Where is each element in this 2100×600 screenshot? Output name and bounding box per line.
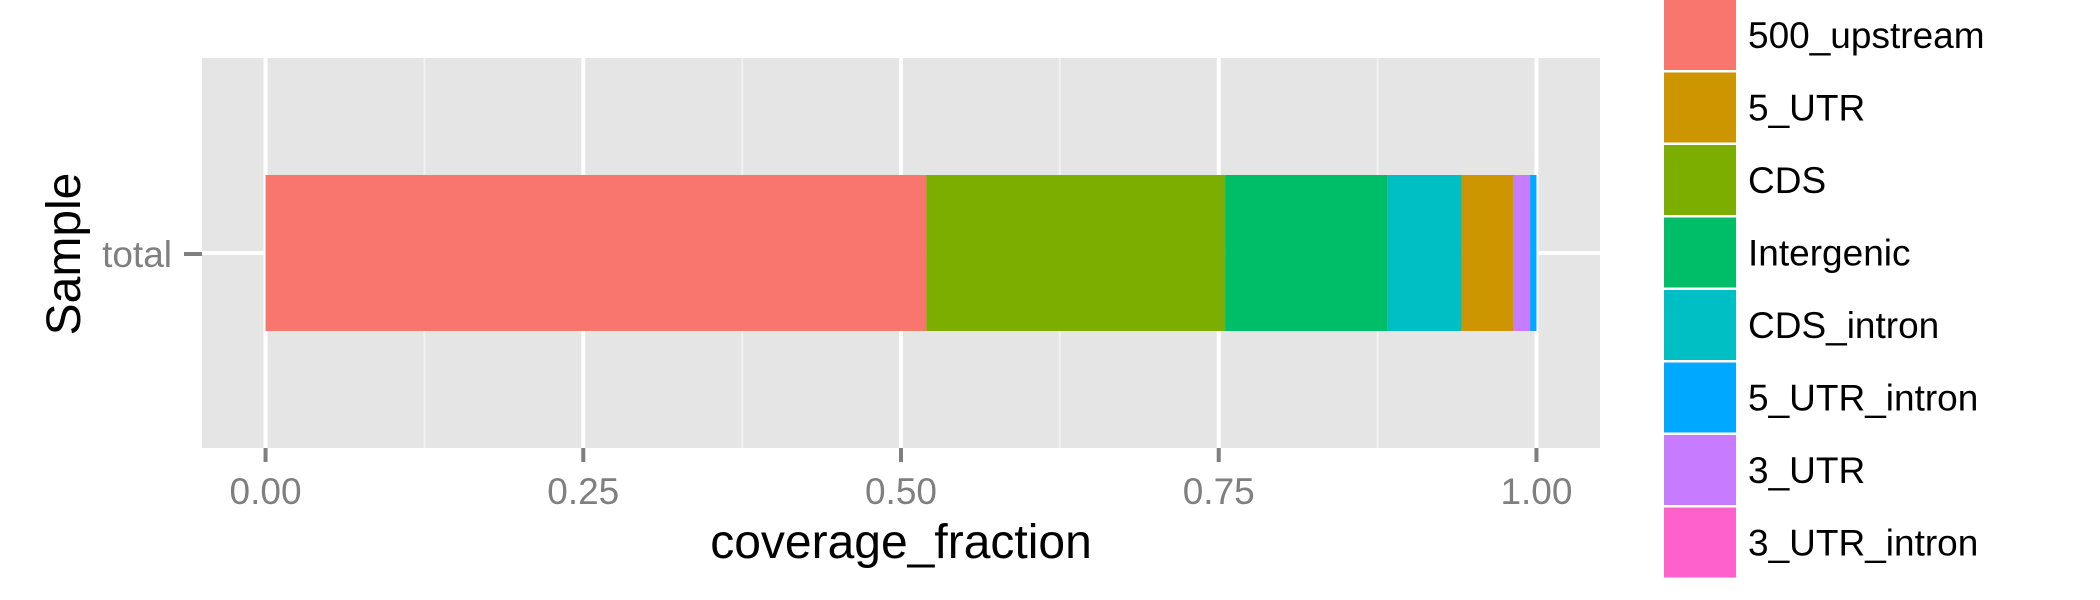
bar-segment-cds [926, 175, 1226, 331]
legend-label: 3_UTR [1748, 450, 1865, 491]
legend-label: CDS [1748, 160, 1826, 201]
bar-segment-intergenic [1225, 175, 1388, 331]
legend-key [1664, 217, 1736, 288]
legend-label: 5_UTR_intron [1748, 378, 1978, 419]
legend-item-cds: CDS [1664, 145, 1826, 215]
bar-segment-500-upstream [265, 175, 927, 331]
bar-segment-5-utr [1461, 175, 1514, 331]
legend-key [1664, 145, 1736, 215]
x-tick-label: 1.00 [1500, 471, 1572, 512]
legend-label: 5_UTR [1748, 88, 1865, 129]
y-axis-title: Sample [38, 173, 91, 336]
bar-segment-3-utr [1513, 175, 1531, 331]
legend-key [1664, 290, 1736, 360]
x-tick-label: 0.00 [230, 471, 302, 512]
legend-label: Intergenic [1748, 233, 1911, 274]
legend-label: CDS_intron [1748, 305, 1939, 346]
legend-label: 500_upstream [1748, 15, 1985, 56]
legend-item-cds-intron: CDS_intron [1664, 290, 1939, 360]
legend-key [1664, 507, 1736, 578]
legend-key [1664, 0, 1736, 70]
x-axis-title: coverage_fraction [710, 516, 1092, 569]
legend-item-500-upstream: 500_upstream [1664, 0, 1985, 70]
legend-key [1664, 362, 1736, 433]
y-tick-label: total [102, 234, 172, 275]
x-axis: 0.00 0.25 0.50 0.75 1.00 [230, 448, 1572, 512]
legend-key [1664, 72, 1736, 143]
x-tick-label: 0.50 [865, 471, 937, 512]
legend-label: 3_UTR_intron [1748, 523, 1978, 564]
bar-segment-cds-intron [1387, 175, 1462, 331]
legend-item-3-utr: 3_UTR [1664, 435, 1865, 505]
legend-item-5-utr-intron: 5_UTR_intron [1664, 362, 1978, 433]
legend-item-3-utr-intron: 3_UTR_intron [1664, 507, 1978, 578]
stacked-bar [265, 175, 1537, 331]
x-tick-label: 0.25 [547, 471, 619, 512]
bar-segment-5-utr-intron [1530, 175, 1537, 331]
legend: 500_upstream 5_UTR CDS Intergenic CDS_intron… [1664, 0, 1985, 578]
y-axis: total [102, 234, 202, 275]
legend-item-intergenic: Intergenic [1664, 217, 1911, 288]
legend-key [1664, 435, 1736, 505]
x-tick-label: 0.75 [1183, 471, 1255, 512]
legend-item-5-utr: 5_UTR [1664, 72, 1865, 143]
